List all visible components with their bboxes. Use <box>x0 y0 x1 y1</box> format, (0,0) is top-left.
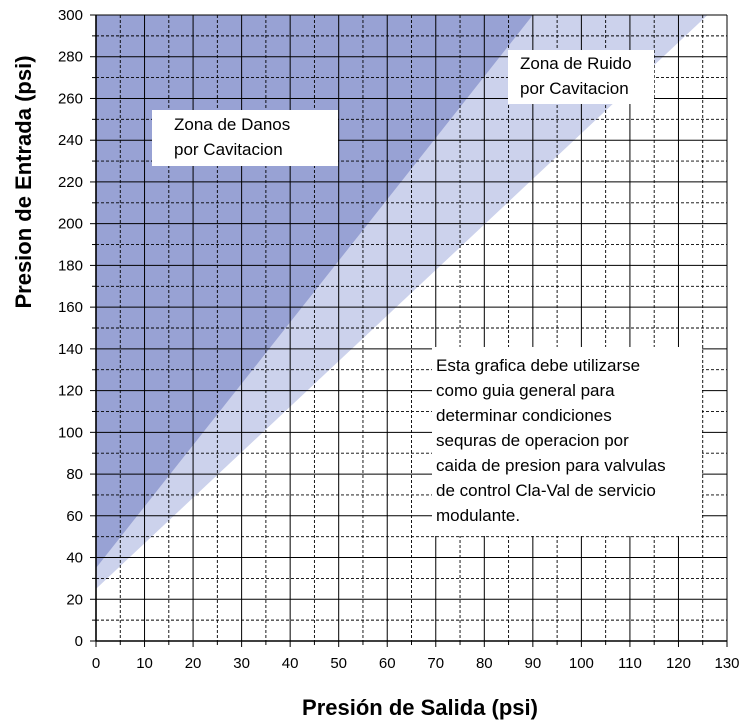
x-tick-label: 0 <box>92 655 100 672</box>
y-tick-label: 60 <box>66 508 83 525</box>
damage-zone-line-2: por Cavitacion <box>174 140 283 159</box>
y-tick-label: 280 <box>58 49 83 66</box>
guidance-line-7: modulante. <box>436 506 521 525</box>
guidance-note: Esta grafica debe utilizarse como guia g… <box>432 347 702 536</box>
x-tick-label: 10 <box>136 655 153 672</box>
x-tick-label: 70 <box>427 655 444 672</box>
y-tick-label: 80 <box>66 466 83 483</box>
noise-zone-line-2: por Cavitacion <box>520 79 629 98</box>
x-tick-label: 130 <box>714 655 739 672</box>
x-tick-label: 80 <box>476 655 493 672</box>
guidance-line-4: sequras de operacion por <box>436 431 629 450</box>
y-tick-label: 120 <box>58 383 83 400</box>
x-tick-label: 20 <box>185 655 202 672</box>
y-tick-label: 40 <box>66 550 83 567</box>
y-tick-label: 200 <box>58 216 83 233</box>
y-tick-label: 100 <box>58 424 83 441</box>
y-tick-label: 160 <box>58 299 83 316</box>
y-tick-label: 140 <box>58 341 83 358</box>
x-tick-labels: 0 10 20 30 40 50 60 70 80 90 100 110 120 130 <box>92 655 740 672</box>
x-tick-label: 30 <box>233 655 250 672</box>
y-tick-label: 260 <box>58 90 83 107</box>
y-tick-label: 20 <box>66 591 83 608</box>
x-tick-label: 100 <box>569 655 594 672</box>
y-tick-label: 300 <box>58 7 83 24</box>
axes <box>90 14 728 647</box>
guidance-line-6: de control Cla-Val de servicio <box>436 481 656 500</box>
y-tick-label: 0 <box>75 633 83 650</box>
noise-zone-label: Zona de Ruido por Cavitacion <box>508 50 654 104</box>
x-tick-label: 40 <box>282 655 299 672</box>
guidance-line-1: Esta grafica debe utilizarse <box>436 356 641 375</box>
damage-zone-line-1: Zona de Danos <box>174 115 291 134</box>
noise-zone-line-1: Zona de Ruido <box>520 54 632 73</box>
guidance-line-2: como guia general para <box>436 381 615 400</box>
x-tick-label: 60 <box>379 655 396 672</box>
damage-zone-label: Zona de Danos por Cavitacion <box>152 110 338 166</box>
guidance-line-3: determinar condiciones <box>436 406 612 425</box>
y-tick-label: 180 <box>58 257 83 274</box>
y-tick-labels: 0 20 40 60 80 100 120 140 160 180 200 220 240 260 280 3… <box>58 7 83 650</box>
x-axis-title: Presión de Salida (psi) <box>302 695 538 720</box>
grid-lines <box>95 14 728 642</box>
x-tick-label: 50 <box>330 655 347 672</box>
x-tick-label: 110 <box>618 655 642 672</box>
y-axis-title: Presion de Entrada (psi) <box>11 55 36 308</box>
guidance-line-5: caida de presion para valvulas <box>436 456 666 475</box>
y-tick-label: 220 <box>58 174 83 191</box>
x-tick-label: 90 <box>525 655 542 672</box>
x-tick-label: 120 <box>666 655 691 672</box>
y-tick-label: 240 <box>58 132 83 149</box>
